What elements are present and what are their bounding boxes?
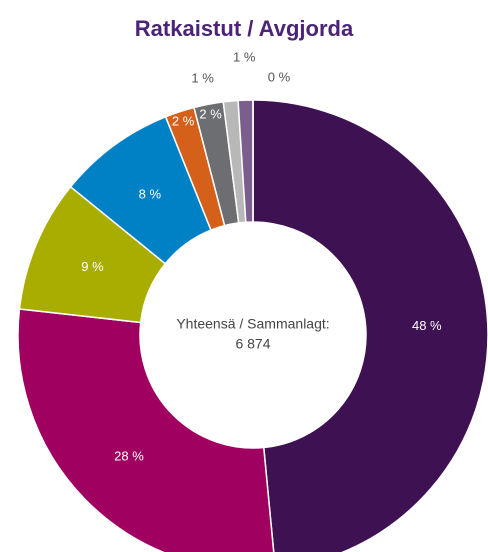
data-label: 28 % xyxy=(114,448,144,463)
donut-slice xyxy=(17,308,275,552)
data-label: 9 % xyxy=(81,259,104,274)
donut-slice xyxy=(252,99,488,552)
data-label: 2 % xyxy=(199,106,222,121)
data-label: 2 % xyxy=(172,114,195,129)
data-label: 0 % xyxy=(268,69,291,84)
data-label: 1 % xyxy=(191,71,214,86)
data-label: 1 % xyxy=(233,50,256,65)
chart-title: Ratkaistut / Avgjorda xyxy=(135,16,354,41)
center-value: 6 874 xyxy=(235,336,270,352)
center-label: Yhteensä / Sammanlagt: xyxy=(176,316,329,332)
data-label: 48 % xyxy=(412,318,442,333)
data-label: 8 % xyxy=(139,186,162,201)
